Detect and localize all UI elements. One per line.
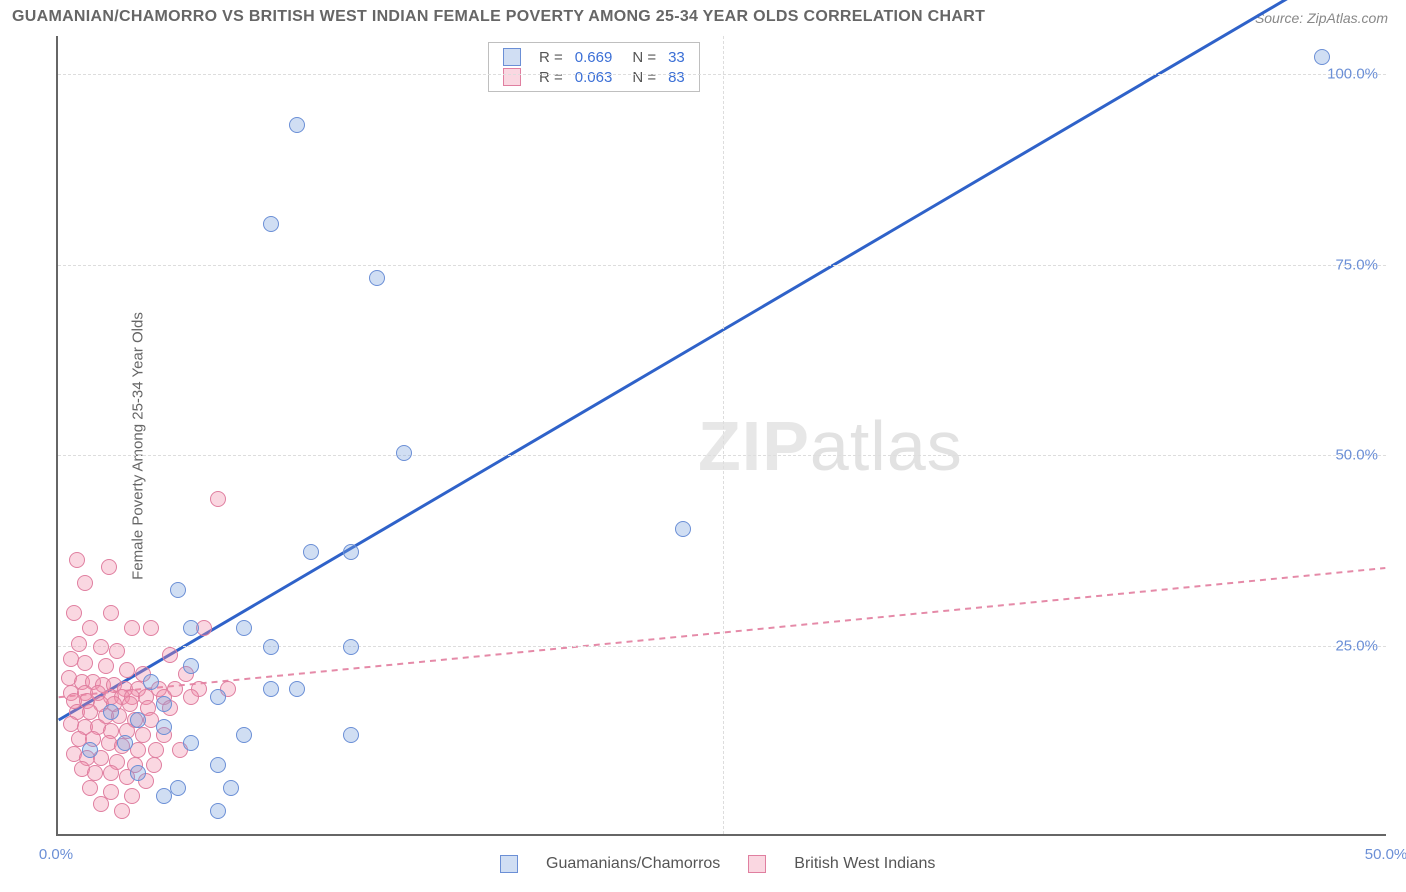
- data-point: [183, 735, 199, 751]
- data-point: [1314, 49, 1330, 65]
- data-point: [210, 491, 226, 507]
- data-point: [303, 544, 319, 560]
- data-point: [143, 620, 159, 636]
- data-point: [82, 742, 98, 758]
- data-point: [183, 689, 199, 705]
- data-point: [124, 788, 140, 804]
- data-point: [109, 643, 125, 659]
- data-point: [675, 521, 691, 537]
- data-point: [98, 658, 114, 674]
- legend-row: R =0.669N =33: [497, 47, 691, 67]
- data-point: [156, 696, 172, 712]
- y-tick-label: 100.0%: [1327, 66, 1378, 83]
- chart-title: GUAMANIAN/CHAMORRO VS BRITISH WEST INDIA…: [12, 8, 985, 26]
- x-tick-label: 50.0%: [1365, 846, 1406, 863]
- data-point: [124, 620, 140, 636]
- data-point: [77, 575, 93, 591]
- gridline-horizontal: [58, 265, 1386, 266]
- data-point: [101, 559, 117, 575]
- legend-item: Guamanians/Chamorros: [500, 855, 720, 872]
- data-point: [103, 605, 119, 621]
- y-tick-label: 75.0%: [1335, 256, 1378, 273]
- data-point: [146, 757, 162, 773]
- data-point: [210, 803, 226, 819]
- trend-line: [59, 0, 1386, 720]
- data-point: [263, 681, 279, 697]
- data-point: [135, 727, 151, 743]
- data-point: [236, 727, 252, 743]
- gridline-horizontal: [58, 455, 1386, 456]
- data-point: [93, 796, 109, 812]
- data-point: [143, 674, 159, 690]
- data-point: [183, 658, 199, 674]
- x-tick-label: 0.0%: [39, 846, 73, 863]
- data-point: [289, 681, 305, 697]
- legend-correlation: R =0.669N =33R =0.063N =83: [488, 42, 700, 92]
- legend-item: British West Indians: [748, 855, 935, 872]
- gridline-horizontal: [58, 74, 1386, 75]
- data-point: [69, 552, 85, 568]
- trend-lines: [58, 36, 1386, 834]
- data-point: [114, 803, 130, 819]
- data-point: [119, 662, 135, 678]
- legend-row: R =0.063N =83: [497, 67, 691, 87]
- data-point: [71, 636, 87, 652]
- data-point: [77, 655, 93, 671]
- data-point: [156, 788, 172, 804]
- data-point: [82, 704, 98, 720]
- data-point: [130, 712, 146, 728]
- watermark: ZIPatlas: [698, 406, 963, 486]
- data-point: [396, 445, 412, 461]
- legend-series: Guamanians/Chamorros British West Indians: [500, 855, 963, 873]
- y-tick-label: 50.0%: [1335, 447, 1378, 464]
- data-point: [87, 765, 103, 781]
- data-point: [263, 216, 279, 232]
- data-point: [343, 639, 359, 655]
- data-point: [369, 270, 385, 286]
- data-point: [210, 689, 226, 705]
- data-point: [66, 605, 82, 621]
- y-tick-label: 25.0%: [1335, 637, 1378, 654]
- data-point: [343, 727, 359, 743]
- plot-area: ZIPatlas R =0.669N =33R =0.063N =83 25.0…: [56, 36, 1386, 836]
- trend-line: [59, 568, 1386, 697]
- data-point: [170, 582, 186, 598]
- data-point: [82, 780, 98, 796]
- data-point: [117, 735, 133, 751]
- data-point: [223, 780, 239, 796]
- data-point: [162, 647, 178, 663]
- data-point: [93, 639, 109, 655]
- data-point: [103, 765, 119, 781]
- data-point: [263, 639, 279, 655]
- data-point: [130, 765, 146, 781]
- gridline-horizontal: [58, 646, 1386, 647]
- data-point: [148, 742, 164, 758]
- gridline-vertical: [723, 36, 724, 834]
- data-point: [156, 719, 172, 735]
- data-point: [343, 544, 359, 560]
- data-point: [289, 117, 305, 133]
- data-point: [183, 620, 199, 636]
- data-point: [210, 757, 226, 773]
- source-label: Source: ZipAtlas.com: [1255, 10, 1388, 26]
- data-point: [236, 620, 252, 636]
- data-point: [103, 704, 119, 720]
- data-point: [82, 620, 98, 636]
